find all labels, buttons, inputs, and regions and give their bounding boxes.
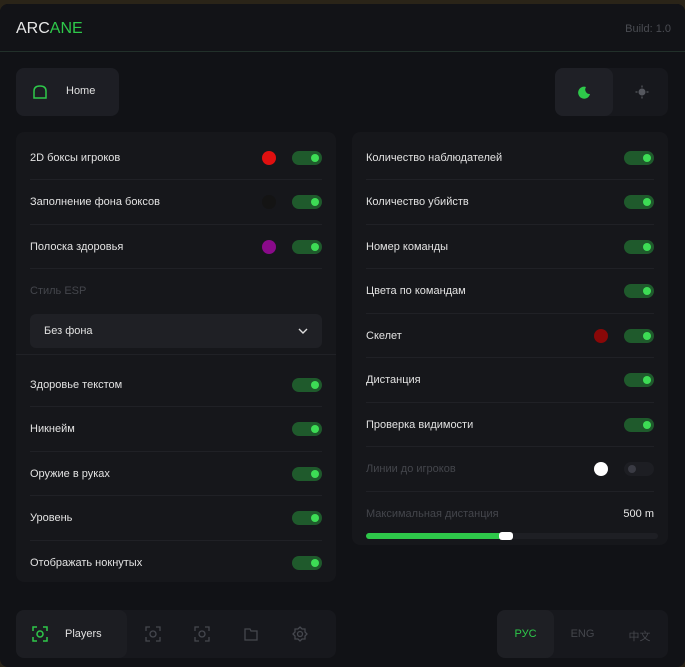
toggle-switch[interactable] bbox=[624, 373, 654, 387]
folder-icon[interactable] bbox=[243, 626, 259, 642]
setting-row: Количество наблюдателей bbox=[366, 136, 654, 180]
toggle-switch[interactable] bbox=[292, 422, 322, 436]
setting-row: Проверка видимости bbox=[366, 403, 654, 447]
toggle-switch[interactable] bbox=[624, 284, 654, 298]
setting-row: Количество убийств bbox=[366, 181, 654, 225]
language-switch: РУС ENG 中文 bbox=[497, 610, 668, 658]
setting-label: Дистанция bbox=[366, 374, 421, 386]
setting-label: Цвета по командам bbox=[366, 285, 466, 297]
setting-label: 2D боксы игроков bbox=[30, 151, 121, 164]
setting-row: Полоска здоровья bbox=[30, 225, 322, 269]
toggle-switch[interactable] bbox=[292, 466, 322, 481]
aim-icon[interactable] bbox=[194, 626, 210, 642]
setting-row: Заполнение фона боксов bbox=[30, 181, 322, 225]
setting-label: Количество убийств bbox=[366, 196, 469, 208]
setting-label: Количество наблюдателей bbox=[366, 151, 503, 164]
moon-icon bbox=[578, 86, 590, 99]
dark-theme-button[interactable] bbox=[555, 68, 613, 116]
setting-row: Никнейм bbox=[30, 408, 322, 452]
players-target-icon bbox=[32, 626, 48, 642]
toggle-switch[interactable] bbox=[624, 195, 654, 209]
home-button[interactable]: Home bbox=[16, 68, 119, 116]
setting-label: Скелет bbox=[366, 329, 402, 342]
setting-label: Полоска здоровья bbox=[30, 240, 124, 253]
color-picker[interactable] bbox=[262, 150, 276, 165]
setting-label: Отображать нокнутых bbox=[30, 557, 143, 569]
left-panel: 2D боксы игроков Заполнение фона боксов По… bbox=[16, 132, 336, 582]
color-picker[interactable] bbox=[262, 195, 276, 209]
toggle-switch[interactable] bbox=[292, 239, 322, 254]
setting-row: Дистанция bbox=[366, 359, 654, 403]
theme-switch bbox=[555, 68, 668, 116]
setting-row: Линии до игроков bbox=[366, 448, 654, 492]
setting-row: Цвета по командам bbox=[366, 270, 654, 314]
lang-cn[interactable]: 中文 bbox=[628, 631, 651, 643]
max-distance-slider[interactable] bbox=[366, 532, 658, 540]
color-picker[interactable] bbox=[594, 462, 608, 476]
setting-label: Оружие в руках bbox=[30, 467, 110, 480]
bottom-nav: Players bbox=[16, 610, 336, 658]
toggle-switch[interactable] bbox=[292, 150, 322, 165]
gear-icon[interactable] bbox=[292, 626, 308, 642]
nav-players-label: Players bbox=[65, 628, 102, 640]
toggle-switch[interactable] bbox=[292, 195, 322, 209]
setting-label: Номер команды bbox=[366, 240, 449, 253]
radar-icon[interactable] bbox=[145, 626, 161, 642]
toggle-switch[interactable] bbox=[624, 150, 654, 165]
home-label: Home bbox=[66, 85, 96, 97]
max-distance-row: Максимальная дистанция 500 m bbox=[366, 492, 654, 536]
sun-icon bbox=[635, 85, 649, 99]
nav-players[interactable]: Players bbox=[16, 610, 127, 658]
lang-rus[interactable]: РУС bbox=[514, 628, 537, 640]
chevron-down-icon bbox=[298, 328, 308, 334]
setting-label: Уровень bbox=[30, 512, 73, 524]
setting-row: Здоровье текстом bbox=[30, 363, 322, 407]
esp-style-dropdown[interactable]: Без фона bbox=[30, 314, 322, 348]
max-distance-label: Максимальная дистанция bbox=[366, 508, 499, 520]
setting-label: Никнейм bbox=[30, 423, 75, 435]
toggle-switch[interactable] bbox=[624, 328, 654, 343]
toggle-switch[interactable] bbox=[624, 417, 654, 432]
esp-style-label: Стиль ESP bbox=[30, 285, 87, 297]
dropdown-value: Без фона bbox=[44, 325, 93, 337]
toggle-switch[interactable] bbox=[292, 511, 322, 525]
home-icon bbox=[33, 85, 47, 99]
header: ARCANE Build: 1.0 bbox=[0, 4, 685, 52]
max-distance-value: 500 m bbox=[623, 508, 654, 520]
color-picker[interactable] bbox=[594, 328, 608, 343]
toggle-switch[interactable] bbox=[292, 556, 322, 570]
esp-style-row: Стиль ESP bbox=[30, 269, 322, 313]
setting-label: Заполнение фона боксов bbox=[30, 196, 160, 208]
toggle-switch[interactable] bbox=[624, 239, 654, 254]
color-picker[interactable] bbox=[262, 239, 276, 254]
setting-label: Линии до игроков bbox=[366, 463, 456, 475]
right-panel: Количество наблюдателей Количество убийст… bbox=[352, 132, 668, 545]
logo: ARCANE bbox=[16, 20, 83, 37]
toggle-switch[interactable] bbox=[292, 377, 322, 392]
setting-row: 2D боксы игроков bbox=[30, 136, 322, 180]
toggle-switch[interactable] bbox=[624, 462, 654, 476]
setting-row: Оружие в руках bbox=[30, 452, 322, 496]
slider-handle[interactable] bbox=[499, 532, 514, 540]
slider-fill bbox=[366, 533, 504, 539]
build-version: Build: 1.0 bbox=[625, 23, 671, 35]
setting-row: Уровень bbox=[30, 497, 322, 541]
setting-label: Проверка видимости bbox=[366, 418, 474, 431]
setting-row: Номер команды bbox=[366, 225, 654, 269]
lang-eng[interactable]: ENG bbox=[570, 628, 595, 640]
setting-row: Отображать нокнутых bbox=[30, 541, 322, 585]
setting-row: Скелет bbox=[366, 314, 654, 358]
light-theme-button[interactable] bbox=[613, 68, 668, 116]
setting-label: Здоровье текстом bbox=[30, 378, 123, 391]
app-window: ARCANE Build: 1.0 Home 2D боксы игроков З… bbox=[0, 4, 685, 667]
